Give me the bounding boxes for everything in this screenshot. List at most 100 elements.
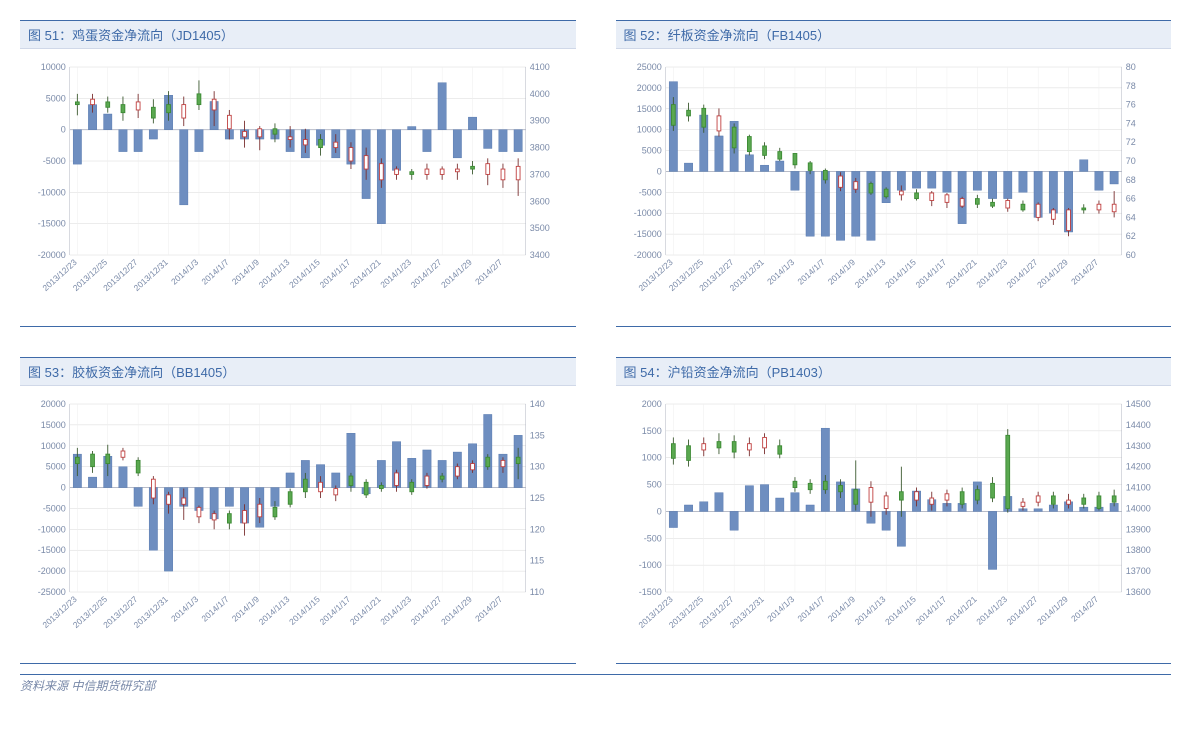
svg-text:14200: 14200 bbox=[1125, 462, 1150, 472]
svg-text:2014/1/17: 2014/1/17 bbox=[317, 594, 352, 627]
svg-text:14300: 14300 bbox=[1125, 441, 1150, 451]
svg-text:10000: 10000 bbox=[41, 441, 66, 451]
svg-text:2014/1/3: 2014/1/3 bbox=[765, 594, 796, 624]
svg-text:-20000: -20000 bbox=[38, 566, 66, 576]
svg-text:80: 80 bbox=[1125, 62, 1135, 72]
svg-text:3900: 3900 bbox=[530, 116, 550, 126]
svg-text:-5000: -5000 bbox=[638, 187, 661, 197]
svg-text:2014/1/7: 2014/1/7 bbox=[199, 594, 230, 624]
svg-text:-20000: -20000 bbox=[633, 250, 661, 260]
chart53-title: 图 53：胶板资金净流向（BB1405） bbox=[20, 358, 576, 386]
svg-text:4000: 4000 bbox=[530, 89, 550, 99]
svg-text:25000: 25000 bbox=[636, 62, 661, 72]
svg-text:13700: 13700 bbox=[1125, 566, 1150, 576]
svg-text:14500: 14500 bbox=[1125, 399, 1150, 409]
chart52-title: 图 52：纤板资金净流向（FB1405） bbox=[616, 21, 1172, 49]
svg-text:2014/1/7: 2014/1/7 bbox=[795, 594, 826, 624]
svg-text:135: 135 bbox=[530, 430, 545, 440]
svg-text:4100: 4100 bbox=[530, 62, 550, 72]
svg-text:13600: 13600 bbox=[1125, 587, 1150, 597]
svg-text:120: 120 bbox=[530, 524, 545, 534]
svg-text:2014/1/7: 2014/1/7 bbox=[795, 257, 826, 287]
svg-text:-10000: -10000 bbox=[633, 208, 661, 218]
svg-text:0: 0 bbox=[656, 166, 661, 176]
svg-text:-15000: -15000 bbox=[38, 219, 66, 229]
chart52-svg: -20000-15000-10000-500005000100001500020… bbox=[620, 57, 1168, 317]
svg-text:2014/1/21: 2014/1/21 bbox=[943, 257, 978, 290]
svg-text:2014/1/15: 2014/1/15 bbox=[883, 594, 918, 627]
svg-text:1000: 1000 bbox=[641, 453, 661, 463]
svg-text:2014/1/7: 2014/1/7 bbox=[199, 257, 230, 287]
svg-text:2014/1/29: 2014/1/29 bbox=[1035, 257, 1070, 290]
svg-text:125: 125 bbox=[530, 493, 545, 503]
chart54-wrap: -1500-1000-50005001000150020001360013700… bbox=[616, 386, 1172, 663]
svg-text:2014/1/27: 2014/1/27 bbox=[1004, 594, 1039, 627]
svg-text:15000: 15000 bbox=[636, 104, 661, 114]
svg-text:2014/1/15: 2014/1/15 bbox=[883, 257, 918, 290]
svg-text:2014/1/21: 2014/1/21 bbox=[348, 594, 383, 627]
svg-text:2014/1/21: 2014/1/21 bbox=[348, 257, 383, 290]
svg-text:0: 0 bbox=[656, 506, 661, 516]
svg-text:-1500: -1500 bbox=[638, 587, 661, 597]
svg-text:76: 76 bbox=[1125, 100, 1135, 110]
svg-text:2014/2/7: 2014/2/7 bbox=[1069, 594, 1100, 624]
svg-text:2014/1/13: 2014/1/13 bbox=[852, 594, 887, 627]
svg-text:15000: 15000 bbox=[41, 420, 66, 430]
svg-text:-10000: -10000 bbox=[38, 524, 66, 534]
svg-text:2014/1/3: 2014/1/3 bbox=[169, 257, 200, 287]
svg-text:-500: -500 bbox=[643, 533, 661, 543]
svg-text:-15000: -15000 bbox=[38, 545, 66, 555]
svg-text:2014/1/21: 2014/1/21 bbox=[943, 594, 978, 627]
svg-text:2014/1/15: 2014/1/15 bbox=[287, 257, 322, 290]
svg-text:2014/2/7: 2014/2/7 bbox=[473, 257, 504, 287]
svg-text:66: 66 bbox=[1125, 194, 1135, 204]
svg-text:-25000: -25000 bbox=[38, 587, 66, 597]
svg-text:10000: 10000 bbox=[636, 125, 661, 135]
svg-text:0: 0 bbox=[61, 483, 66, 493]
chart51-wrap: -20000-15000-10000-500005000100003400350… bbox=[20, 49, 576, 326]
svg-text:14000: 14000 bbox=[1125, 503, 1150, 513]
svg-text:72: 72 bbox=[1125, 137, 1135, 147]
svg-text:1500: 1500 bbox=[641, 426, 661, 436]
svg-text:5000: 5000 bbox=[46, 462, 66, 472]
svg-text:140: 140 bbox=[530, 399, 545, 409]
svg-text:2014/1/23: 2014/1/23 bbox=[974, 257, 1009, 290]
svg-text:2014/1/23: 2014/1/23 bbox=[378, 594, 413, 627]
panel-chart52: 图 52：纤板资金净流向（FB1405） -20000-15000-10000-… bbox=[616, 20, 1172, 327]
svg-text:110: 110 bbox=[530, 587, 544, 597]
panel-chart51: 图 51：鸡蛋资金净流向（JD1405） -20000-15000-10000-… bbox=[20, 20, 576, 327]
svg-text:3700: 3700 bbox=[530, 169, 550, 179]
svg-text:3600: 3600 bbox=[530, 196, 550, 206]
svg-text:-10000: -10000 bbox=[38, 187, 66, 197]
chart53-svg: -25000 -20000 -15000 -10000 -5000 0 5000 10000 1… bbox=[24, 394, 572, 654]
svg-text:2014/1/13: 2014/1/13 bbox=[257, 594, 292, 627]
svg-text:-1000: -1000 bbox=[638, 560, 661, 570]
source-note: 资料来源 中信期货研究部 bbox=[20, 674, 1171, 696]
chart52-wrap: -20000-15000-10000-500005000100001500020… bbox=[616, 49, 1172, 326]
svg-text:2014/1/13: 2014/1/13 bbox=[257, 257, 292, 290]
svg-text:64: 64 bbox=[1125, 212, 1135, 222]
svg-text:2014/1/17: 2014/1/17 bbox=[317, 257, 352, 290]
svg-text:78: 78 bbox=[1125, 81, 1135, 91]
chart-grid: 图 51：鸡蛋资金净流向（JD1405） -20000-15000-10000-… bbox=[20, 20, 1171, 664]
svg-text:2014/1/23: 2014/1/23 bbox=[378, 257, 413, 290]
svg-text:3500: 3500 bbox=[530, 223, 550, 233]
svg-text:2014/1/3: 2014/1/3 bbox=[765, 257, 796, 287]
svg-text:60: 60 bbox=[1125, 250, 1135, 260]
svg-text:-5000: -5000 bbox=[43, 503, 66, 513]
chart51-svg: -20000-15000-10000-500005000100003400350… bbox=[24, 57, 572, 317]
chart53-wrap: -25000 -20000 -15000 -10000 -5000 0 5000 10000 1… bbox=[20, 386, 576, 663]
svg-text:68: 68 bbox=[1125, 175, 1135, 185]
svg-text:5000: 5000 bbox=[46, 93, 66, 103]
svg-text:2000: 2000 bbox=[641, 399, 661, 409]
svg-text:2014/1/17: 2014/1/17 bbox=[913, 257, 948, 290]
svg-text:74: 74 bbox=[1125, 118, 1135, 128]
svg-text:2014/2/7: 2014/2/7 bbox=[1069, 257, 1100, 287]
svg-text:2014/1/3: 2014/1/3 bbox=[169, 594, 200, 624]
svg-text:2014/1/13: 2014/1/13 bbox=[852, 257, 887, 290]
panel-chart54: 图 54：沪铅资金净流向（PB1403） -1500-1000-50005001… bbox=[616, 357, 1172, 664]
svg-text:2014/1/29: 2014/1/29 bbox=[439, 594, 474, 627]
chart54-title: 图 54：沪铅资金净流向（PB1403） bbox=[616, 358, 1172, 386]
svg-text:62: 62 bbox=[1125, 231, 1135, 241]
svg-text:14100: 14100 bbox=[1125, 483, 1150, 493]
